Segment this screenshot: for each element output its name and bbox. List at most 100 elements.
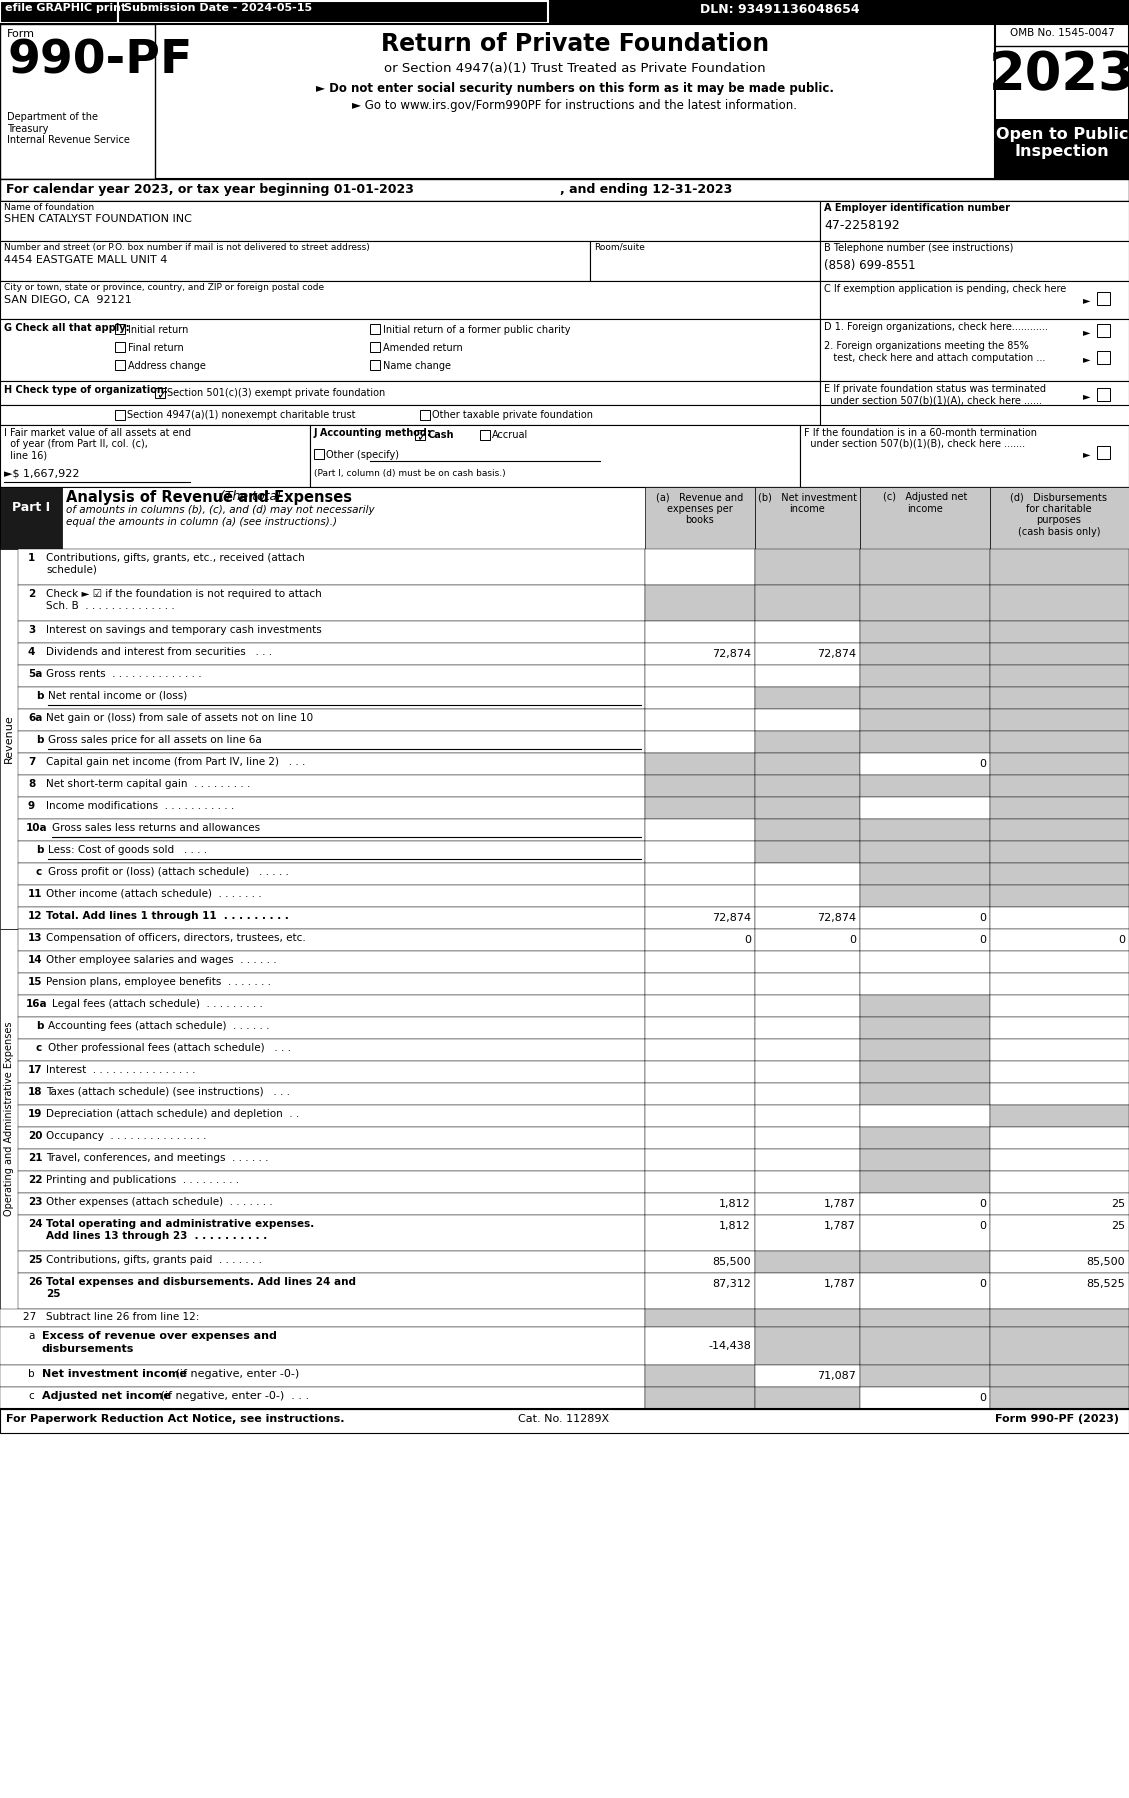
Bar bbox=[755, 1215, 860, 1251]
Bar bbox=[0, 23, 155, 180]
Text: 25: 25 bbox=[1111, 1221, 1124, 1232]
Bar bbox=[990, 1061, 1129, 1082]
Bar bbox=[1097, 291, 1110, 306]
Bar bbox=[990, 753, 1129, 775]
Bar bbox=[990, 820, 1129, 841]
Bar bbox=[0, 405, 820, 424]
Text: SAN DIEGO, CA  92121: SAN DIEGO, CA 92121 bbox=[5, 295, 132, 306]
Bar bbox=[860, 687, 990, 708]
Bar bbox=[755, 732, 860, 753]
Text: Return of Private Foundation: Return of Private Foundation bbox=[380, 32, 769, 56]
Text: Net investment income: Net investment income bbox=[42, 1368, 187, 1379]
Text: Name of foundation: Name of foundation bbox=[5, 203, 94, 212]
Text: Legal fees (attach schedule)  . . . . . . . . .: Legal fees (attach schedule) . . . . . .… bbox=[52, 1000, 263, 1009]
Text: 1,787: 1,787 bbox=[824, 1278, 856, 1289]
Text: 47-2258192: 47-2258192 bbox=[824, 219, 900, 232]
Text: of amounts in columns (b), (c), and (d) may not necessarily: of amounts in columns (b), (c), and (d) … bbox=[65, 505, 375, 514]
Text: Section 501(c)(3) exempt private foundation: Section 501(c)(3) exempt private foundat… bbox=[167, 388, 385, 397]
Bar bbox=[860, 1251, 990, 1273]
Bar bbox=[1097, 388, 1110, 401]
Bar bbox=[755, 1194, 860, 1215]
Text: Accounting fees (attach schedule)  . . . . . .: Accounting fees (attach schedule) . . . … bbox=[49, 1021, 270, 1030]
Text: ►: ► bbox=[1083, 450, 1091, 458]
Bar bbox=[860, 1082, 990, 1106]
Text: c: c bbox=[36, 1043, 42, 1054]
Bar bbox=[18, 1273, 645, 1309]
Bar bbox=[995, 119, 1129, 180]
Text: D 1. Foreign organizations, check here............: D 1. Foreign organizations, check here..… bbox=[824, 322, 1048, 333]
Bar bbox=[990, 1149, 1129, 1170]
Text: (if negative, enter -0-)  . . .: (if negative, enter -0-) . . . bbox=[157, 1392, 309, 1401]
Text: Excess of revenue over expenses and: Excess of revenue over expenses and bbox=[42, 1331, 277, 1341]
Text: Cat. No. 11289X: Cat. No. 11289X bbox=[518, 1413, 610, 1424]
Text: City or town, state or province, country, and ZIP or foreign postal code: City or town, state or province, country… bbox=[5, 282, 324, 291]
Bar bbox=[645, 644, 755, 665]
Bar bbox=[645, 1386, 755, 1410]
Bar bbox=[1097, 446, 1110, 458]
Text: Submission Date - 2024-05-15: Submission Date - 2024-05-15 bbox=[124, 4, 312, 13]
Bar bbox=[370, 324, 380, 334]
Text: E If private foundation status was terminated
  under section 507(b)(1)(A), chec: E If private foundation status was termi… bbox=[824, 385, 1045, 406]
Bar bbox=[18, 775, 645, 797]
Text: or Section 4947(a)(1) Trust Treated as Private Foundation: or Section 4947(a)(1) Trust Treated as P… bbox=[384, 61, 765, 76]
Bar bbox=[860, 665, 990, 687]
Text: J Accounting method:: J Accounting method: bbox=[314, 428, 432, 439]
Bar bbox=[18, 797, 645, 820]
Text: 17: 17 bbox=[28, 1064, 43, 1075]
Text: 0: 0 bbox=[979, 935, 986, 946]
Bar bbox=[755, 753, 860, 775]
Bar bbox=[18, 620, 645, 644]
Bar bbox=[860, 620, 990, 644]
Bar bbox=[990, 1194, 1129, 1215]
Text: equal the amounts in column (a) (see instructions).): equal the amounts in column (a) (see ins… bbox=[65, 518, 336, 527]
Bar bbox=[590, 241, 820, 280]
Bar bbox=[820, 381, 1129, 405]
Bar bbox=[0, 381, 820, 405]
Bar bbox=[18, 1039, 645, 1061]
Bar bbox=[860, 708, 990, 732]
Text: Travel, conferences, and meetings  . . . . . .: Travel, conferences, and meetings . . . … bbox=[46, 1153, 269, 1163]
Bar bbox=[18, 951, 645, 973]
Bar bbox=[860, 1273, 990, 1309]
Bar bbox=[645, 732, 755, 753]
Text: OMB No. 1545-0047: OMB No. 1545-0047 bbox=[1009, 29, 1114, 38]
Text: 4: 4 bbox=[28, 647, 35, 656]
Bar bbox=[995, 23, 1129, 180]
Bar bbox=[0, 1327, 645, 1365]
Bar bbox=[18, 1194, 645, 1215]
Text: 0: 0 bbox=[979, 1393, 986, 1402]
Bar bbox=[645, 775, 755, 797]
Text: Room/suite: Room/suite bbox=[594, 243, 645, 252]
Text: a: a bbox=[28, 1331, 34, 1341]
Text: DLN: 93491136048654: DLN: 93491136048654 bbox=[700, 4, 859, 16]
Bar bbox=[480, 430, 490, 441]
Bar bbox=[645, 994, 755, 1018]
Bar bbox=[645, 797, 755, 820]
Text: 71,087: 71,087 bbox=[817, 1372, 856, 1381]
Bar bbox=[820, 280, 1129, 318]
Text: Other professional fees (attach schedule)   . . .: Other professional fees (attach schedule… bbox=[49, 1043, 291, 1054]
Text: Accrual: Accrual bbox=[492, 430, 528, 441]
Text: B Telephone number (see instructions): B Telephone number (see instructions) bbox=[824, 243, 1014, 254]
Bar bbox=[0, 1309, 645, 1327]
Text: efile GRAPHIC print: efile GRAPHIC print bbox=[5, 4, 126, 13]
Bar bbox=[755, 841, 860, 863]
Text: Department of the
Treasury
Internal Revenue Service: Department of the Treasury Internal Reve… bbox=[7, 111, 130, 146]
Bar bbox=[990, 930, 1129, 951]
Text: 990-PF: 990-PF bbox=[7, 38, 192, 83]
Bar bbox=[645, 620, 755, 644]
Text: Interest on savings and temporary cash investments: Interest on savings and temporary cash i… bbox=[46, 626, 322, 635]
Bar bbox=[860, 1106, 990, 1127]
Text: Printing and publications  . . . . . . . . .: Printing and publications . . . . . . . … bbox=[46, 1176, 239, 1185]
Text: 0: 0 bbox=[979, 1221, 986, 1232]
Text: 72,874: 72,874 bbox=[817, 913, 856, 922]
Text: disbursements: disbursements bbox=[42, 1343, 134, 1354]
Text: 85,525: 85,525 bbox=[1086, 1278, 1124, 1289]
Text: ► Go to www.irs.gov/Form990PF for instructions and the latest information.: ► Go to www.irs.gov/Form990PF for instru… bbox=[352, 99, 797, 111]
Text: I Fair market value of all assets at end: I Fair market value of all assets at end bbox=[5, 428, 191, 439]
Bar bbox=[990, 1106, 1129, 1127]
Bar bbox=[755, 1273, 860, 1309]
Text: Open to Public
Inspection: Open to Public Inspection bbox=[996, 128, 1128, 160]
Bar bbox=[860, 1365, 990, 1386]
Text: Address change: Address change bbox=[128, 361, 205, 370]
